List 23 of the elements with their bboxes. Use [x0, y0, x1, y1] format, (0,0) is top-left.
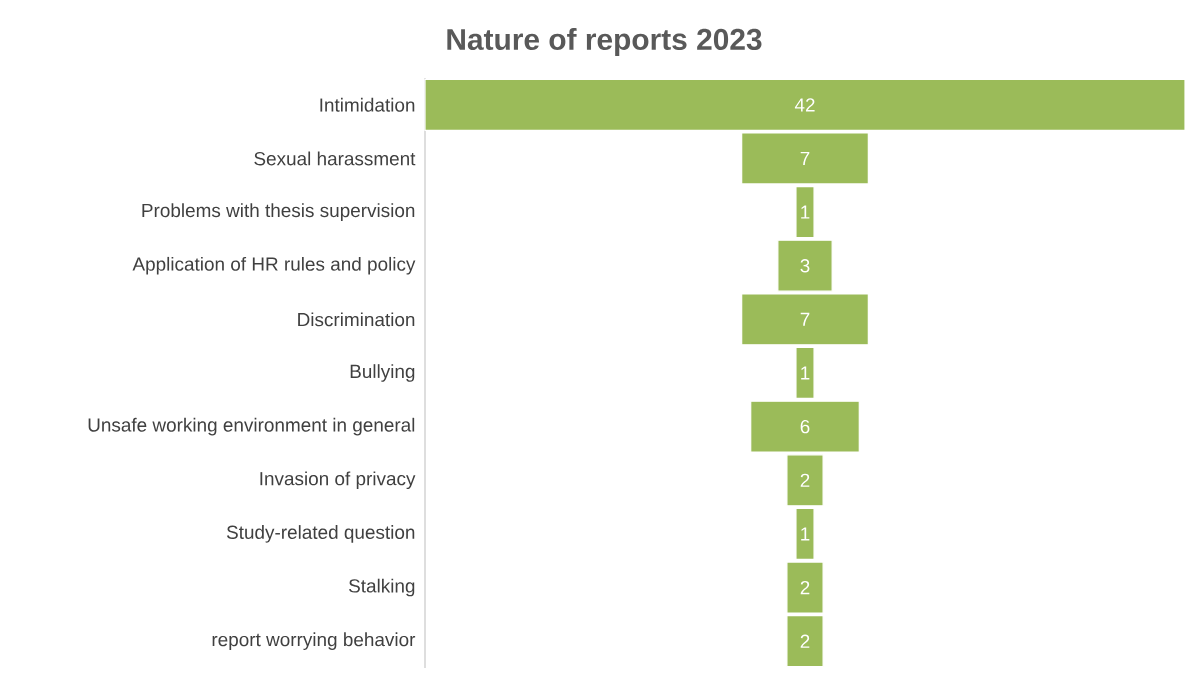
data-label: 1: [801, 527, 810, 541]
category-label: Stalking: [349, 578, 415, 597]
category-label: report worrying behavior: [212, 632, 416, 650]
data-label: 1: [801, 366, 810, 380]
category-label: Problems with thesis supervision: [142, 203, 415, 221]
data-label: 2: [800, 473, 810, 487]
category-label: Sexual harassment: [254, 151, 416, 166]
text: Nature of reports 2023: [447, 28, 762, 56]
category-label: Application of HR rules and policy: [132, 256, 416, 275]
data-label: 7: [800, 151, 810, 165]
category-label: Invasion of privacy: [260, 471, 416, 490]
data-label: 6: [800, 419, 810, 434]
category-label: Study-related question: [226, 525, 415, 543]
category-label: Discrimination: [298, 312, 415, 327]
category-label: Intimidation: [320, 97, 415, 112]
data-label: 2: [800, 634, 810, 648]
data-label: 7: [800, 312, 810, 326]
category-label: Unsafe working environment in general: [88, 417, 415, 436]
data-label: 3: [800, 259, 810, 273]
category-label: Bullying: [350, 364, 415, 382]
data-label: 1: [801, 205, 810, 219]
data-label: 2: [800, 580, 810, 595]
data-label: 42: [794, 98, 815, 112]
